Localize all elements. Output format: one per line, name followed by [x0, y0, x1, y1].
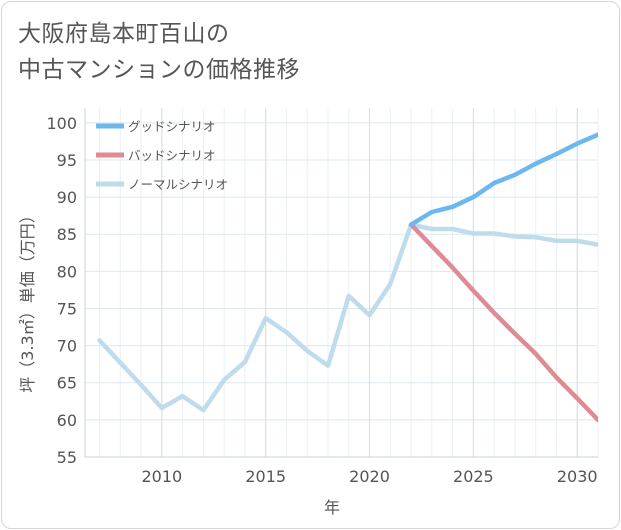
y-tick-label: 80 [57, 262, 77, 281]
y-tick-label: 95 [57, 151, 77, 170]
y-tick-label: 60 [57, 411, 77, 430]
y-tick-label: 55 [57, 448, 77, 467]
axes: 55 60 65 70 75 80 85 90 95 100 2010 2015 2020 2025 203… [46, 108, 598, 486]
y-tick-label: 85 [57, 225, 77, 244]
x-tick-label: 2030 [557, 467, 598, 486]
series-lines [97, 132, 598, 423]
y-tick-label: 75 [57, 299, 77, 318]
plot-area [85, 108, 598, 457]
legend-label: バッドシナリオ [128, 148, 216, 163]
y-tick-label: 100 [46, 114, 77, 133]
chart-title: 大阪府島本町百山の 中古マンションの価格推移 [18, 16, 300, 88]
x-tick-label: 2010 [141, 467, 182, 486]
series-line-0 [408, 132, 598, 227]
grid-lines [85, 108, 599, 458]
y-tick-label: 65 [57, 374, 77, 393]
y-axis-label: 坪（3.3㎡）単価（万円） [18, 207, 37, 392]
legend-label: グッドシナリオ [128, 119, 216, 134]
chart-title-line1: 大阪府島本町百山の [18, 21, 230, 47]
x-tick-label: 2015 [245, 467, 286, 486]
series-line-2 [97, 222, 598, 413]
x-tick-label: 2020 [349, 467, 390, 486]
x-tick-label: 2025 [453, 467, 494, 486]
y-tick-label: 70 [57, 337, 77, 356]
series-line-1 [408, 222, 598, 423]
chart-title-line2: 中古マンションの価格推移 [18, 57, 300, 83]
x-axis-label: 年 [324, 498, 340, 517]
legend-label: ノーマルシナリオ [128, 177, 228, 192]
y-tick-label: 90 [57, 188, 77, 207]
